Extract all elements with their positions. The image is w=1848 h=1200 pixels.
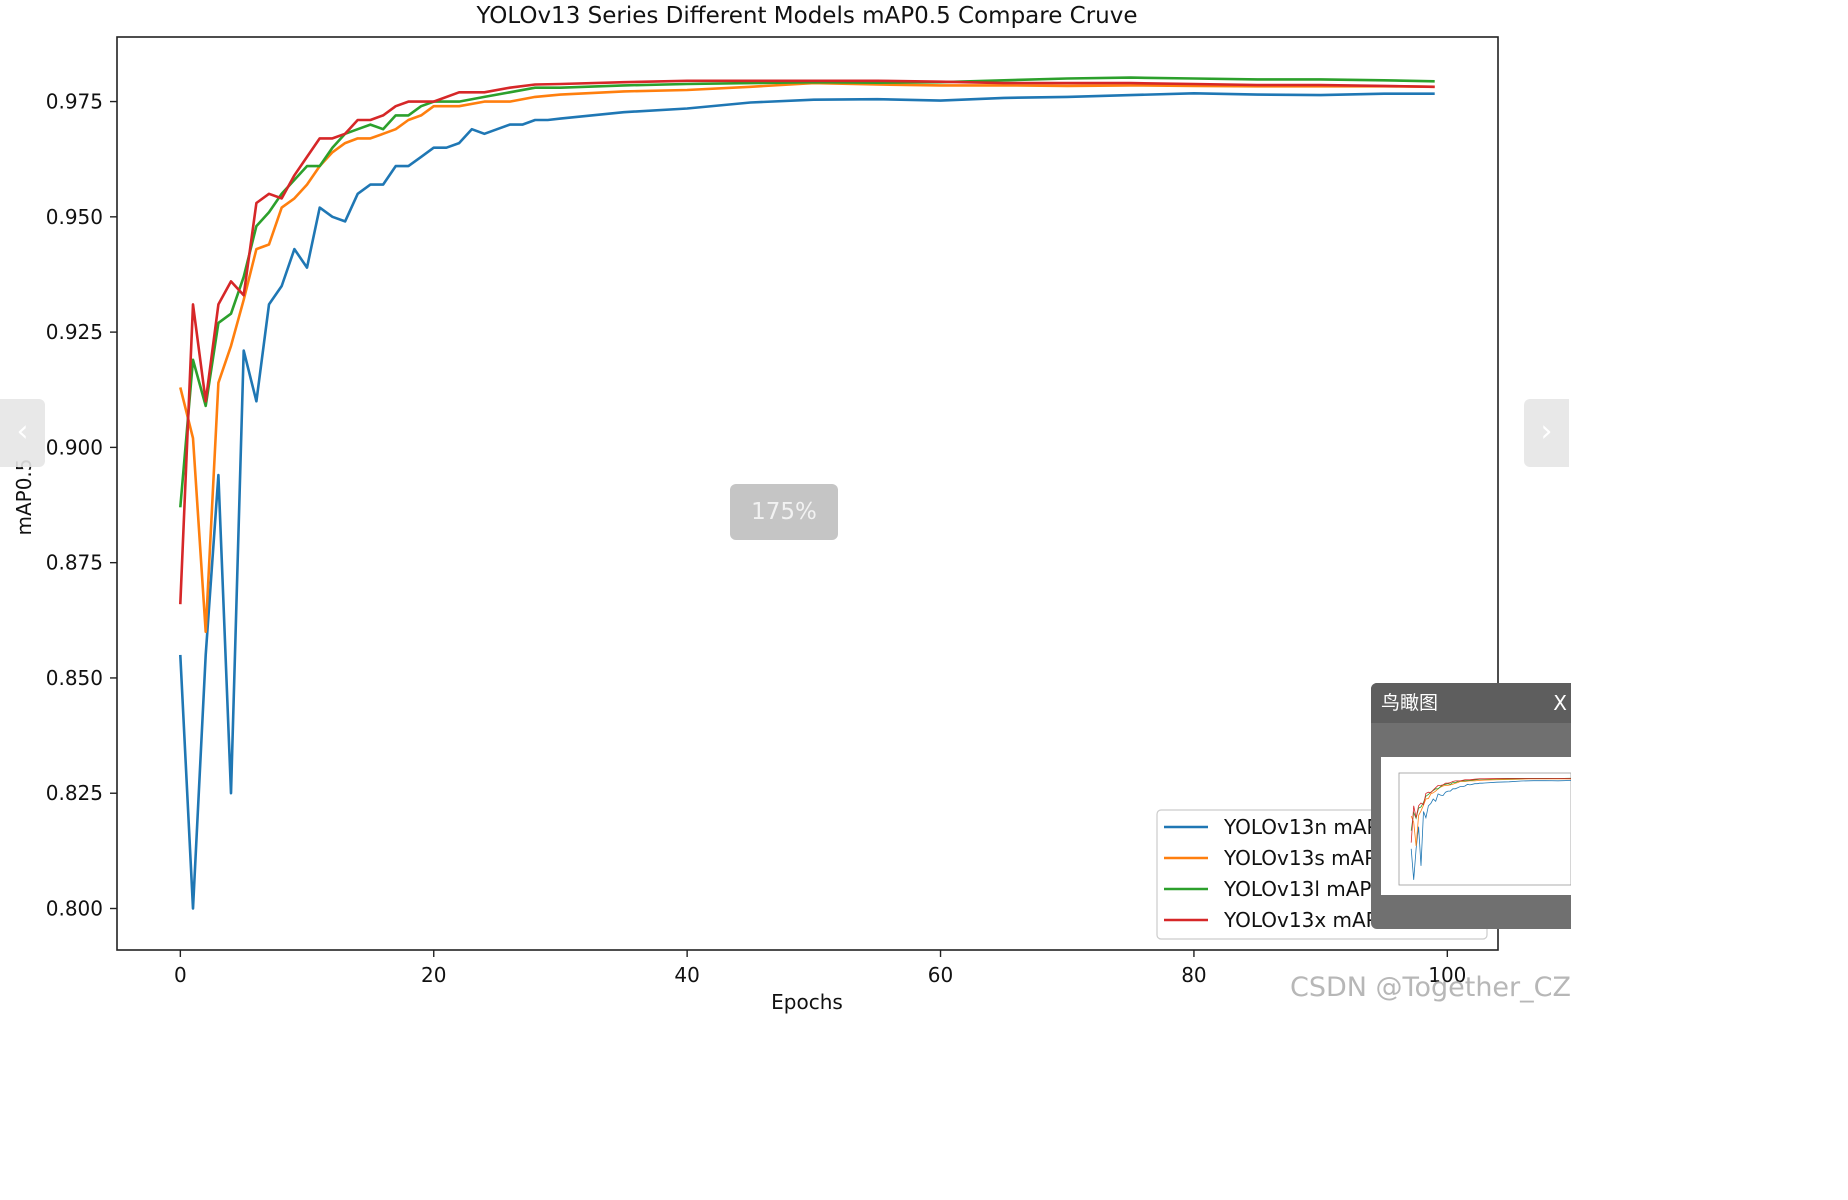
zoom-level-badge: 175% [730, 484, 838, 540]
x-tick-label: 100 [1428, 963, 1466, 987]
y-tick-label: 0.825 [46, 781, 103, 805]
x-tick-label: 40 [674, 963, 699, 987]
series-lines [179, 76, 1435, 910]
close-icon[interactable]: X [1553, 691, 1567, 715]
series-line-3 [179, 79, 1435, 605]
y-axis-label: mAP0.5 [12, 458, 36, 535]
x-tick-label: 60 [928, 963, 953, 987]
y-tick-label: 0.925 [46, 320, 103, 344]
watermark: CSDN @Together_CZ [1290, 972, 1571, 1003]
x-tick-label: 0 [174, 963, 187, 987]
y-axis-ticks: 0.800 0.825 0.850 0.875 0.900 0.925 0.950 0.975 [46, 90, 117, 921]
x-tick-label: 80 [1181, 963, 1206, 987]
series-line-1 [179, 81, 1435, 634]
previous-image-button[interactable]: ‹ [0, 399, 45, 467]
x-axis-ticks: 0 20 40 60 80 100 [174, 950, 1466, 987]
thumbnail-series-line-2 [1410, 777, 1571, 831]
y-tick-label: 0.950 [46, 205, 103, 229]
y-tick-label: 0.850 [46, 666, 103, 690]
thumbnail-series-line-3 [1410, 778, 1571, 843]
birdseye-header: 鸟瞰图 [1371, 683, 1571, 723]
series-line-0 [179, 92, 1435, 910]
next-image-button[interactable]: › [1524, 399, 1569, 467]
y-tick-label: 0.900 [46, 435, 103, 459]
thumbnail-series-line-0 [1410, 780, 1571, 880]
y-tick-label: 0.800 [46, 897, 103, 921]
series-line-2 [179, 76, 1435, 508]
birdseye-thumbnail[interactable] [1381, 757, 1571, 895]
x-axis-label: Epochs [771, 990, 843, 1014]
x-tick-label: 20 [421, 963, 446, 987]
chart-title: YOLOv13 Series Different Models mAP0.5 C… [475, 3, 1137, 29]
thumbnail-series-line-1 [1410, 778, 1571, 847]
birdseye-panel[interactable]: 鸟瞰图 X [1371, 683, 1571, 929]
y-tick-label: 0.875 [46, 551, 103, 575]
plot-frame [116, 36, 1499, 951]
y-tick-label: 0.975 [46, 90, 103, 114]
birdseye-title: 鸟瞰图 [1381, 692, 1439, 714]
